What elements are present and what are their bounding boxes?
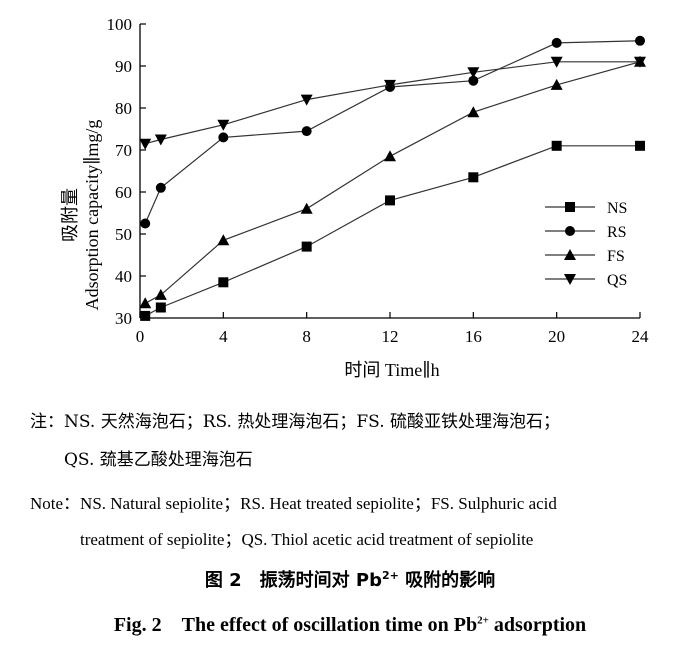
legend-item-fs: FS (545, 248, 625, 265)
note-cn-line1: 注：NS. 天然海泡石；RS. 热处理海泡石；FS. 硫酸亚铁处理海泡石； (30, 412, 561, 432)
data-point-qs (467, 67, 480, 79)
caption-en-sup: 2+ (477, 614, 489, 627)
data-point-ns (140, 310, 151, 321)
series-qs (139, 56, 646, 150)
y-tick-label: 80 (115, 99, 132, 118)
caption-cn-suffix: 吸附的影响 (398, 570, 496, 591)
legend: NS RS FS QS (545, 200, 627, 289)
series-line-fs (144, 61, 641, 304)
axes: 30 40 50 60 70 80 90 100 0 4 8 12 16 20 24 (107, 15, 650, 346)
data-point-ns (301, 241, 312, 252)
note-en-line2: treatment of sepiolite；QS. Thiol acetic … (80, 530, 534, 549)
legend-item-ns: NS (545, 200, 627, 217)
x-tick-label: 8 (302, 327, 311, 346)
figure-caption-en: Fig. 2 The effect of oscillation time on… (0, 608, 700, 637)
data-point-ns (551, 140, 562, 151)
legend-label-ns: NS (607, 200, 627, 217)
figure-caption-cn: 图 2 振荡时间对 Pb2+ 吸附的影响 (0, 566, 700, 592)
data-point-qs (550, 56, 563, 68)
x-tick-label: 4 (219, 327, 228, 346)
data-point-ns (155, 302, 166, 313)
data-point-qs (300, 94, 313, 106)
chart: 30 40 50 60 70 80 90 100 0 4 8 12 16 20 24 NS RS FS QS 时间… (60, 15, 650, 380)
data-point-ns (218, 277, 229, 288)
svg-text:Adsorption capacity∥mg/g: Adsorption capacity∥mg/g (82, 120, 102, 311)
legend-item-qs: QS (545, 272, 627, 289)
data-point-ns (468, 172, 479, 183)
data-point-ns (635, 140, 645, 151)
data-point-rs (301, 126, 312, 137)
legend-label-rs: RS (607, 224, 627, 241)
series-group (139, 35, 646, 321)
series-line-rs (144, 40, 641, 224)
data-point-fs (467, 106, 480, 118)
note-cn-line2: QS. 巯基乙酸处理海泡石 (64, 450, 253, 470)
x-tick-label: 12 (382, 327, 399, 346)
data-point-fs (139, 297, 152, 309)
data-point-rs (140, 218, 151, 229)
legend-marker-fs (564, 249, 576, 260)
x-tick-label: 24 (632, 327, 650, 346)
x-tick-label: 16 (465, 327, 482, 346)
y-axis-label: 吸附量 Adsorption capacity∥mg/g (60, 120, 102, 311)
series-ns (140, 140, 645, 321)
caption-cn-prefix: 图 2 振荡时间对 Pb (204, 570, 382, 591)
data-point-qs (154, 134, 167, 146)
data-point-fs (384, 150, 396, 162)
data-point-rs (551, 37, 562, 48)
y-tick-label: 30 (115, 309, 132, 328)
x-tick-label: 20 (548, 327, 565, 346)
data-point-rs (468, 75, 479, 86)
legend-label-fs: FS (607, 248, 625, 265)
legend-marker-rs (565, 226, 575, 236)
data-point-fs (217, 234, 230, 246)
note-en-line1: Note：NS. Natural sepiolite；RS. Heat trea… (30, 494, 557, 513)
series-line-ns (144, 145, 640, 317)
caption-en-suffix: adsorption (488, 614, 587, 636)
data-point-qs (384, 79, 396, 91)
y-tick-label: 70 (115, 141, 132, 160)
legend-label-qs: QS (607, 272, 627, 289)
legend-marker-qs (564, 274, 576, 285)
caption-cn-sup: 2+ (381, 569, 399, 582)
series-line-qs (145, 61, 640, 145)
data-point-fs (300, 202, 313, 214)
svg-text:吸附量: 吸附量 (60, 188, 80, 242)
legend-marker-ns (565, 202, 575, 212)
series-fs (139, 55, 646, 309)
y-tick-label: 50 (115, 225, 132, 244)
legend-item-rs: RS (545, 224, 627, 241)
caption-en-prefix: Fig. 2 The effect of oscillation time on… (113, 614, 478, 636)
x-tick-label: 0 (136, 327, 145, 346)
y-tick-label: 40 (115, 267, 132, 286)
y-tick-label: 100 (107, 15, 133, 34)
data-point-rs (635, 35, 645, 46)
data-point-qs (634, 56, 646, 68)
data-point-qs (139, 138, 152, 150)
data-point-qs (217, 119, 230, 131)
data-point-rs (218, 132, 229, 143)
y-tick-label: 90 (115, 57, 132, 76)
y-tick-label: 60 (115, 183, 132, 202)
y-axis-label-cn: 吸附量 (60, 188, 80, 242)
data-point-fs (154, 288, 167, 300)
data-point-fs (550, 78, 563, 90)
y-axis-label-en: Adsorption capacity∥mg/g (82, 120, 102, 311)
x-axis-label: 时间 Time∥h (344, 360, 439, 380)
data-point-rs (155, 182, 166, 193)
data-point-ns (385, 195, 395, 206)
